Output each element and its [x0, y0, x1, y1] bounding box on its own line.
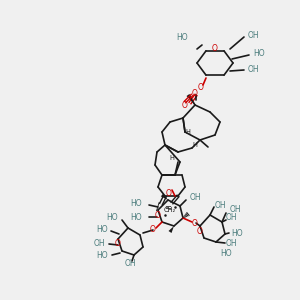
- Text: H: H: [193, 142, 197, 148]
- Text: CH₂: CH₂: [164, 207, 176, 213]
- Text: OH: OH: [190, 194, 202, 202]
- Text: O: O: [150, 226, 156, 235]
- Text: O: O: [155, 211, 161, 220]
- Text: O: O: [115, 239, 121, 248]
- Text: =: =: [164, 203, 172, 212]
- Text: HO: HO: [96, 251, 108, 260]
- Text: O: O: [212, 44, 218, 53]
- Text: O: O: [166, 188, 172, 197]
- Text: O: O: [192, 88, 198, 98]
- Text: HO: HO: [96, 226, 108, 235]
- Text: HO: HO: [130, 212, 142, 221]
- Text: OH: OH: [248, 65, 260, 74]
- Text: O: O: [198, 83, 204, 92]
- Polygon shape: [161, 194, 168, 200]
- Text: HO: HO: [130, 199, 142, 208]
- Text: HO: HO: [231, 229, 243, 238]
- Text: /: /: [156, 202, 160, 212]
- Text: OH: OH: [248, 31, 260, 40]
- Text: OH: OH: [124, 259, 136, 268]
- Text: O: O: [197, 226, 203, 236]
- Text: OH: OH: [226, 214, 238, 223]
- Text: H: H: [186, 129, 190, 135]
- Text: HO: HO: [106, 214, 118, 223]
- Polygon shape: [187, 94, 195, 105]
- Text: H: H: [169, 155, 174, 161]
- Text: OH: OH: [226, 239, 238, 248]
- Text: O: O: [182, 100, 188, 109]
- Text: HO: HO: [253, 49, 265, 58]
- Text: HO: HO: [176, 32, 188, 41]
- Text: OH: OH: [215, 200, 226, 209]
- Polygon shape: [169, 226, 174, 233]
- Text: O: O: [192, 218, 198, 227]
- Text: OH: OH: [93, 239, 105, 248]
- Text: HO: HO: [220, 248, 232, 257]
- Text: OH: OH: [230, 206, 242, 214]
